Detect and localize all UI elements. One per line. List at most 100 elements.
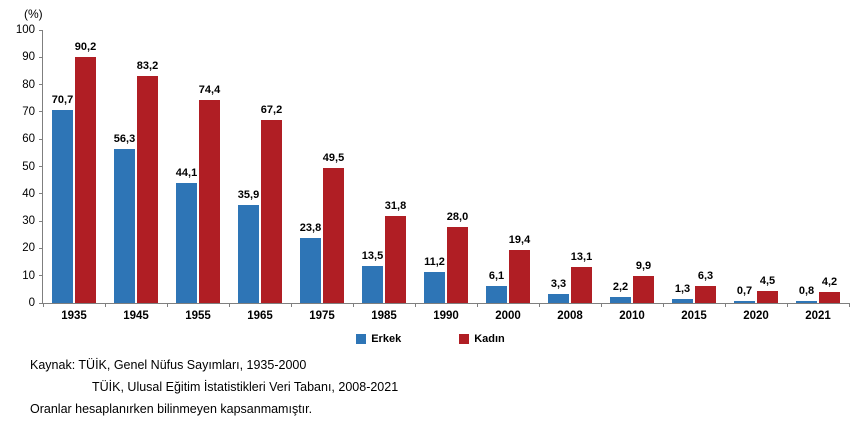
x-tick-mark: [166, 303, 168, 307]
x-axis-label: 1955: [185, 310, 211, 322]
legend-item-erkek: Erkek: [356, 333, 401, 345]
bar-kadın: [199, 99, 220, 303]
x-axis-label: 2021: [805, 310, 831, 322]
bar-value-label: 67,2: [260, 103, 283, 116]
legend-label: Erkek: [371, 333, 402, 345]
bar-value-label: 56,3: [113, 133, 136, 146]
x-tick-mark: [662, 303, 664, 307]
category-group: 1965 35,9 67,2: [229, 30, 291, 322]
y-tick-label: 40: [22, 187, 35, 200]
y-tick-label: 80: [22, 78, 35, 91]
y-tick-mark: [39, 84, 43, 86]
x-axis-label: 2008: [557, 310, 583, 322]
category-group: 1935 70,7 90,2: [43, 30, 105, 322]
bar-value-label: 70,7: [51, 94, 74, 106]
y-tick-mark: [39, 29, 43, 31]
category-group: 1955 44,1 74,4: [167, 30, 229, 322]
bar-kadın: [509, 250, 530, 303]
bar-value-label: 23,8: [299, 222, 322, 235]
y-tick-label: 90: [22, 51, 35, 64]
bar-erkek: [176, 182, 197, 303]
y-axis-unit-label: (%): [24, 7, 43, 21]
bar-erkek: [300, 238, 321, 303]
bar-value-label: 83,2: [136, 59, 159, 72]
x-axis-label: 1975: [309, 310, 335, 322]
bar-erkek: [548, 294, 569, 303]
bar-value-label: 13,1: [570, 251, 593, 264]
x-tick-mark: [42, 303, 44, 307]
bar-kadın: [819, 291, 840, 303]
x-axis-label: 1985: [371, 310, 397, 322]
x-axis-label: 1965: [247, 310, 273, 322]
bar-value-label: 19,4: [508, 234, 531, 247]
category-group: 2008 3,3 13,1: [539, 30, 601, 322]
bar-kadın: [633, 275, 654, 303]
bar-erkek: [52, 110, 73, 303]
y-tick-label: 60: [22, 133, 35, 146]
bar-erkek: [238, 205, 259, 303]
bar-value-label: 0,7: [736, 285, 753, 298]
bar-value-label: 4,5: [759, 274, 776, 287]
category-group: 2015 1,3 6,3: [663, 30, 725, 322]
note-line: Oranlar hesaplanırken bilinmeyen kapsanm…: [30, 402, 313, 416]
y-tick-label: 30: [22, 215, 35, 228]
legend-swatch: [459, 334, 470, 344]
y-tick-mark: [39, 111, 43, 113]
bar-erkek: [486, 286, 507, 303]
category-group: 1990 11,2 28,0: [415, 30, 477, 322]
bar-kadın: [571, 267, 592, 303]
y-tick-label: 50: [22, 160, 35, 173]
bar-value-label: 11,2: [424, 256, 445, 269]
legend: Erkek Kadın: [0, 333, 861, 345]
bar-kadın: [447, 226, 468, 303]
x-tick-mark: [352, 303, 354, 307]
y-tick-mark: [39, 56, 43, 58]
bar-value-label: 31,8: [384, 200, 407, 213]
bar-erkek: [610, 297, 631, 303]
legend-item-kadn: Kadın: [459, 333, 505, 345]
x-tick-mark: [538, 303, 540, 307]
x-tick-mark: [600, 303, 602, 307]
bar-value-label: 90,2: [74, 40, 97, 53]
bar-kadın: [695, 285, 716, 303]
bar-value-label: 35,9: [237, 189, 260, 201]
category-group: 2021 0,8 4,2: [787, 30, 849, 322]
source-line-2: TÜİK, Ulusal Eğitim İstatistikleri Veri …: [92, 380, 399, 394]
plot-area: 0 10 20 30 40 50 60 70 80 90 100 1935 70,7 90,2 1945 56…: [16, 24, 850, 322]
bar-kadın: [261, 119, 282, 303]
category-group: 2020 0,7 4,5: [725, 30, 787, 322]
x-axis-label: 2015: [681, 310, 707, 322]
y-tick-mark: [39, 247, 43, 249]
category-group: 1945 56,3 83,2: [105, 30, 167, 322]
y-tick-mark: [39, 193, 43, 195]
x-axis-label: 2020: [743, 310, 769, 322]
bar-erkek: [362, 266, 383, 303]
x-tick-mark: [290, 303, 292, 307]
bar-erkek: [734, 301, 755, 303]
x-axis-label: 2010: [619, 310, 645, 322]
bar-value-label: 13,5: [361, 250, 384, 263]
y-tick-label: 100: [15, 24, 35, 36]
bar-value-label: 2,2: [612, 281, 629, 293]
category-group: 2000 6,1 19,4: [477, 30, 539, 322]
category-group: 1975 23,8 49,5: [291, 30, 353, 322]
bar-value-label: 28,0: [446, 210, 469, 223]
x-axis-label: 1945: [123, 310, 149, 322]
footnotes: Kaynak: TÜİK, Genel Nüfus Sayımları, 193…: [30, 354, 398, 420]
x-tick-mark: [724, 303, 726, 307]
bar-value-label: 1,3: [674, 283, 691, 296]
y-tick-label: 70: [22, 105, 35, 118]
y-tick-mark: [39, 220, 43, 222]
bar-value-label: 0,8: [798, 284, 815, 297]
bar-value-label: 4,2: [821, 275, 838, 288]
x-tick-mark: [228, 303, 230, 307]
bar-kadın: [137, 75, 158, 303]
y-tick-mark: [39, 302, 43, 304]
bar-kadın: [757, 290, 778, 303]
bar-value-label: 74,4: [198, 83, 221, 96]
y-tick-label: 0: [28, 297, 35, 309]
bar-value-label: 6,3: [697, 269, 714, 282]
y-tick-label: 20: [22, 242, 35, 255]
x-tick-mark: [476, 303, 478, 307]
